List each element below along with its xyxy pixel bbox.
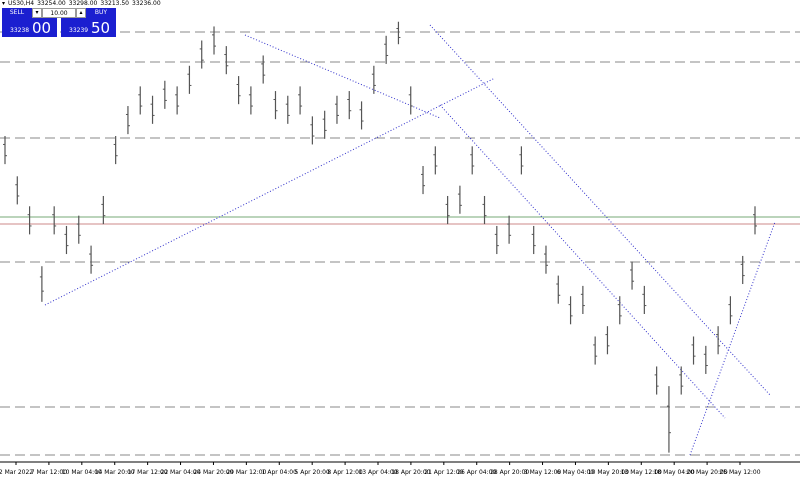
x-tick-label: 10 May 20:00 — [588, 469, 629, 476]
x-tick-label: 6 May 04:00 — [557, 469, 595, 476]
x-tick-label: 26 Apr 04:00 — [457, 469, 496, 476]
x-tick-label: 21 Apr 12:00 — [424, 469, 463, 476]
x-tick-label: 13 May 12:00 — [621, 469, 662, 476]
trade-panel: SELL ▾ 10.00 ▴ BUY 33238 00 33239 50 — [2, 8, 116, 37]
buy-button[interactable]: BUY — [86, 8, 116, 18]
ask-small: 33239 — [69, 27, 89, 34]
x-tick-label: 22 Mar 04:00 — [161, 469, 201, 476]
bid-big: 00 — [32, 19, 52, 37]
x-tick-label: 17 Mar 12:00 — [128, 469, 168, 476]
x-tick-label: 18 Apr 20:00 — [391, 469, 430, 476]
x-tick-label: 25 May 12:00 — [719, 469, 760, 476]
x-tick-label: 1 Apr 04:00 — [262, 469, 297, 476]
ask-price[interactable]: 33239 50 — [61, 18, 116, 37]
header: ▾ US30,H4 33254.00 33298.00 33213.50 33236.00 — [2, 0, 161, 7]
high: 33298.00 — [68, 0, 98, 7]
level-lines — [0, 31, 800, 456]
trend-lines — [44, 24, 776, 456]
ask-big: 50 — [91, 19, 111, 37]
x-tick-label: 2 Mar 2022 — [0, 469, 33, 476]
symbol: US30,H4 — [8, 0, 35, 7]
volume-down[interactable]: ▾ — [32, 8, 42, 18]
sell-button[interactable]: SELL — [2, 8, 32, 18]
x-tick-label: 3 May 12:00 — [524, 469, 562, 476]
x-tick-label: 28 Apr 20:00 — [490, 469, 529, 476]
bid-price[interactable]: 33238 00 — [2, 18, 57, 37]
x-tick-label: 24 Mar 20:00 — [193, 469, 233, 476]
x-tick-label: 5 Apr 20:00 — [295, 469, 330, 476]
open: 33254.00 — [37, 0, 66, 7]
close: 33236.00 — [132, 0, 161, 7]
low: 33213.50 — [100, 0, 130, 7]
x-tick-label: 8 Apr 12:00 — [327, 469, 362, 476]
x-tick-label: 7 Mar 12:00 — [31, 469, 67, 476]
x-tick-label: 13 Apr 04:00 — [358, 469, 397, 476]
x-tick-label: 18 May 04:00 — [654, 469, 695, 476]
volume[interactable]: 10.00 — [42, 8, 76, 18]
volume-up[interactable]: ▴ — [76, 8, 86, 18]
x-tick-label: 20 May 20:00 — [687, 469, 728, 476]
x-tick-label: 14 Mar 20:00 — [95, 469, 135, 476]
x-tick-label: 29 Mar 12:00 — [226, 469, 266, 476]
bid-small: 33238 — [10, 27, 30, 34]
x-tick-label: 10 Mar 04:00 — [62, 469, 102, 476]
